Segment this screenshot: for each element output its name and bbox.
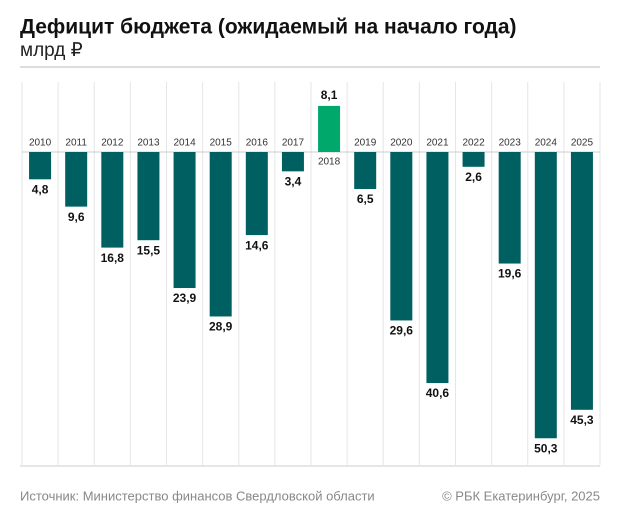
x-tick-label: 2011 <box>65 138 87 149</box>
value-label: 6,5 <box>357 192 374 206</box>
value-label: 3,4 <box>285 175 302 189</box>
source: Источник: Министерство финансов Свердлов… <box>20 488 375 503</box>
x-tick-label: 2024 <box>535 138 558 149</box>
bar <box>29 151 52 180</box>
value-label: 40,6 <box>426 386 450 400</box>
bar <box>354 151 377 189</box>
value-label: 19,6 <box>498 267 522 281</box>
x-tick-label: 2019 <box>354 138 377 149</box>
bar <box>137 151 160 241</box>
value-label: 16,8 <box>101 251 125 265</box>
bar <box>209 151 232 317</box>
value-label: 8,1 <box>321 88 338 102</box>
x-tick-label: 2013 <box>137 138 160 149</box>
bar <box>65 151 88 207</box>
bar <box>281 151 304 172</box>
value-label: 28,9 <box>209 320 233 334</box>
value-label: 15,5 <box>137 243 161 257</box>
x-tick-label: 2015 <box>210 138 233 149</box>
value-label: 23,9 <box>173 291 197 305</box>
x-tick-label: 2023 <box>499 138 522 149</box>
value-label: 9,6 <box>68 210 85 224</box>
chart-title: Дефицит бюджета (ожидаемый на начало год… <box>20 16 517 39</box>
x-tick-label: 2021 <box>426 138 449 149</box>
bar <box>534 151 557 439</box>
copyright: © РБК Екатеринбург, 2025 <box>442 488 600 503</box>
value-label: 4,8 <box>32 182 49 196</box>
bar <box>462 151 485 167</box>
bar <box>498 151 521 264</box>
value-label: 14,6 <box>245 238 269 252</box>
x-tick-label: 2017 <box>282 138 305 149</box>
bar <box>426 151 449 384</box>
bar <box>173 151 196 289</box>
value-label: 50,3 <box>534 441 558 455</box>
x-tick-label: 2016 <box>246 138 269 149</box>
chart-subtitle: млрд ₽ <box>20 40 83 61</box>
value-label: 45,3 <box>570 413 594 427</box>
x-tick-label: 2014 <box>173 138 196 149</box>
bar <box>101 151 124 248</box>
bar <box>570 151 593 410</box>
x-tick-label: 2022 <box>462 138 485 149</box>
bar <box>318 105 341 152</box>
x-tick-label: 2025 <box>571 138 594 149</box>
bar <box>245 151 268 236</box>
bar <box>390 151 413 321</box>
x-tick-label: 2010 <box>29 138 52 149</box>
x-tick-label: 2020 <box>390 138 413 149</box>
x-tick-label: 2012 <box>101 138 124 149</box>
value-label: 29,6 <box>390 324 414 338</box>
value-label: 2,6 <box>465 170 482 184</box>
x-tick-label: 2018 <box>318 157 341 168</box>
